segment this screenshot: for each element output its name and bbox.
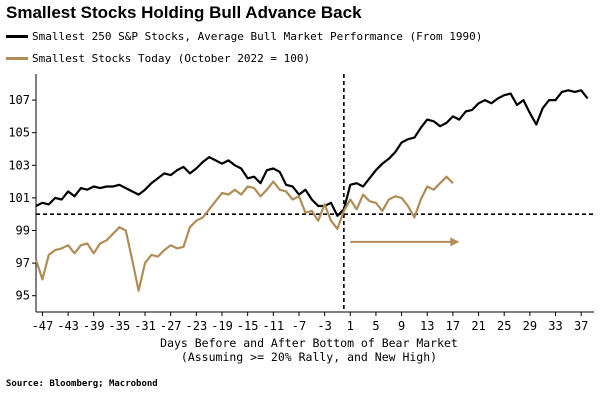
legend-item-avg: Smallest 250 S&P Stocks, Average Bull Ma…	[6, 30, 482, 43]
legend-label-avg: Smallest 250 S&P Stocks, Average Bull Ma…	[32, 30, 483, 43]
x-tick-label: 17	[446, 319, 460, 333]
x-tick-label: 25	[497, 319, 511, 333]
source-note: Source: Bloomberg; Macrobond	[6, 379, 158, 389]
x-tick-label: 33	[548, 319, 562, 333]
legend-swatch-avg	[6, 35, 28, 38]
y-tick-label: 95	[16, 289, 30, 303]
x-tick-label: -35	[109, 319, 131, 333]
x-tick-label: 1	[347, 319, 354, 333]
x-tick-label: 21	[471, 319, 485, 333]
x-axis-label: Days Before and After Bottom of Bear Mar…	[160, 336, 458, 350]
legend-swatch-today	[6, 57, 28, 60]
x-tick-label: -43	[57, 319, 79, 333]
chart-title: Smallest Stocks Holding Bull Advance Bac…	[6, 3, 362, 22]
x-tick-label: -27	[160, 319, 182, 333]
x-tick-label: 37	[574, 319, 588, 333]
y-tick-label: 99	[16, 223, 30, 237]
x-tick-label: -39	[83, 319, 105, 333]
legend-label-today: Smallest Stocks Today (October 2022 = 10…	[32, 52, 311, 65]
x-tick-label: 5	[372, 319, 379, 333]
y-tick-label: 101	[8, 191, 30, 205]
y-tick-label: 103	[8, 158, 30, 172]
x-axis-label-secondary: (Assuming >= 20% Rally, and New High)	[181, 350, 437, 364]
x-tick-label: -23	[186, 319, 208, 333]
x-tick-label: -11	[262, 319, 284, 333]
x-tick-label: 29	[523, 319, 537, 333]
x-tick-label: -7	[292, 319, 306, 333]
trend-arrow-head	[450, 237, 460, 247]
x-tick-label: -3	[317, 319, 331, 333]
x-tick-label: 13	[420, 319, 434, 333]
y-tick-label: 107	[8, 93, 30, 107]
x-tick-label: -19	[211, 319, 233, 333]
x-tick-label: 9	[398, 319, 405, 333]
series-line-avg-bull-market	[35, 89, 589, 217]
x-tick-label: -15	[237, 319, 259, 333]
y-tick-label: 105	[8, 126, 30, 140]
legend-item-today: Smallest Stocks Today (October 2022 = 10…	[6, 52, 310, 65]
x-tick-label: -47	[32, 319, 54, 333]
x-tick-label: -31	[134, 319, 156, 333]
series-line-smallest-stocks-today	[34, 175, 454, 292]
y-tick-label: 97	[16, 256, 30, 270]
